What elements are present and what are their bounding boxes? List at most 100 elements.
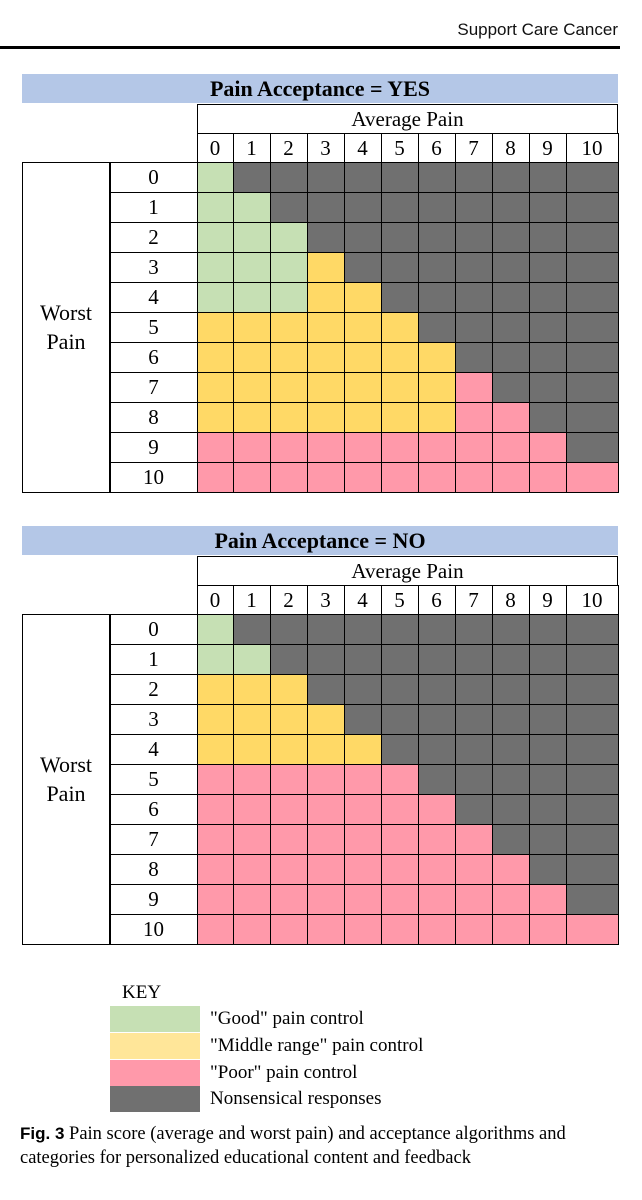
matrix-cell-poor bbox=[418, 854, 456, 885]
matrix-cell-middle bbox=[197, 372, 234, 403]
matrix-cell-nonsense bbox=[492, 342, 530, 373]
legend-label-middle: "Middle range" pain control bbox=[210, 1035, 424, 1056]
matrix-cell-middle bbox=[197, 312, 234, 343]
matrix-cell-nonsense bbox=[529, 704, 567, 735]
matrix-cell-nonsense bbox=[566, 824, 619, 855]
matrix-cell-good bbox=[270, 252, 308, 283]
column-header-7: 7 bbox=[468, 588, 479, 612]
matrix-cell-nonsense bbox=[455, 342, 493, 373]
matrix-cell-nonsense bbox=[529, 162, 567, 193]
matrix-cell-poor bbox=[455, 854, 493, 885]
matrix-cell-nonsense bbox=[344, 252, 382, 283]
matrix-cell-poor bbox=[233, 824, 271, 855]
matrix-cell-nonsense bbox=[270, 614, 308, 645]
matrix-cell-middle bbox=[197, 704, 234, 735]
matrix-cell-nonsense bbox=[307, 614, 345, 645]
matrix-cell-poor bbox=[270, 764, 308, 795]
matrix-cell-nonsense bbox=[529, 342, 567, 373]
matrix-cell-nonsense bbox=[455, 162, 493, 193]
matrix-cell-middle bbox=[307, 372, 345, 403]
worst-pain-header-cell bbox=[22, 614, 110, 945]
matrix-cell-nonsense bbox=[566, 644, 619, 675]
matrix-cell-nonsense bbox=[381, 222, 419, 253]
matrix-cell-middle bbox=[344, 734, 382, 765]
matrix-cell-poor bbox=[418, 914, 456, 945]
matrix-cell-good bbox=[197, 192, 234, 223]
matrix-cell-poor bbox=[233, 854, 271, 885]
matrix-cell-nonsense bbox=[529, 674, 567, 705]
matrix-cell-poor bbox=[455, 402, 493, 433]
matrix-cell-middle bbox=[307, 734, 345, 765]
matrix-cell-nonsense bbox=[529, 644, 567, 675]
matrix-cell-middle bbox=[197, 402, 234, 433]
matrix-cell-nonsense bbox=[418, 312, 456, 343]
row-header-0: 0 bbox=[148, 617, 159, 641]
matrix-cell-poor bbox=[418, 794, 456, 825]
matrix-cell-nonsense bbox=[344, 704, 382, 735]
matrix-cell-poor bbox=[197, 854, 234, 885]
matrix-cell-poor bbox=[455, 372, 493, 403]
matrix-cell-poor bbox=[492, 462, 530, 493]
matrix-cell-poor bbox=[270, 432, 308, 463]
matrix-cell-poor bbox=[529, 914, 567, 945]
row-header-4: 4 bbox=[148, 737, 159, 761]
matrix-cell-poor bbox=[307, 854, 345, 885]
column-header-0: 0 bbox=[209, 588, 221, 612]
matrix-cell-good bbox=[270, 282, 308, 313]
matrix-cell-middle bbox=[197, 734, 234, 765]
matrix-cell-poor bbox=[492, 914, 530, 945]
matrix-cell-poor bbox=[233, 914, 271, 945]
matrix-cell-nonsense bbox=[566, 674, 619, 705]
matrix-cell-poor bbox=[381, 824, 419, 855]
matrix-cell-middle bbox=[307, 282, 345, 313]
matrix-cell-nonsense bbox=[455, 282, 493, 313]
matrix-cell-poor bbox=[233, 462, 271, 493]
matrix-cell-middle bbox=[381, 312, 419, 343]
matrix-cell-poor bbox=[270, 884, 308, 915]
matrix-cell-poor bbox=[233, 794, 271, 825]
legend-swatch-poor bbox=[110, 1060, 200, 1086]
row-header-5: 5 bbox=[148, 315, 159, 339]
matrix-cell-nonsense bbox=[307, 674, 345, 705]
matrix-cell-poor bbox=[529, 432, 567, 463]
matrix-cell-good bbox=[233, 222, 271, 253]
worst-pain-label-line: Worst bbox=[39, 300, 92, 325]
matrix-cell-middle bbox=[197, 674, 234, 705]
matrix-cell-poor bbox=[344, 432, 382, 463]
matrix-cell-nonsense bbox=[529, 734, 567, 765]
row-header-5: 5 bbox=[148, 767, 159, 791]
matrix-cell-middle bbox=[233, 312, 271, 343]
matrix-cell-nonsense bbox=[270, 162, 308, 193]
matrix-cell-good bbox=[197, 282, 234, 313]
matrix-cell-poor bbox=[307, 884, 345, 915]
matrix-cell-poor bbox=[270, 914, 308, 945]
column-header-9: 9 bbox=[542, 136, 553, 160]
matrix-cell-poor bbox=[197, 824, 234, 855]
column-header-1: 1 bbox=[246, 136, 257, 160]
legend-title: KEY bbox=[122, 982, 162, 1003]
matrix-cell-poor bbox=[344, 914, 382, 945]
matrix-cell-good bbox=[233, 252, 271, 283]
average-pain-label: Average Pain bbox=[351, 107, 464, 131]
matrix-cell-poor bbox=[492, 854, 530, 885]
matrix-cell-nonsense bbox=[307, 644, 345, 675]
matrix-cell-nonsense bbox=[492, 734, 530, 765]
matrix-cell-nonsense bbox=[381, 282, 419, 313]
matrix-cell-poor bbox=[307, 764, 345, 795]
matrix-cell-poor bbox=[418, 884, 456, 915]
matrix-cell-poor bbox=[307, 824, 345, 855]
matrix-cell-good bbox=[233, 282, 271, 313]
row-header-1: 1 bbox=[148, 195, 159, 219]
row-header-8: 8 bbox=[148, 857, 159, 881]
matrix-cell-nonsense bbox=[381, 644, 419, 675]
matrix-cell-middle bbox=[344, 402, 382, 433]
column-header-1: 1 bbox=[246, 588, 257, 612]
matrix-cell-poor bbox=[529, 884, 567, 915]
matrix-cell-nonsense bbox=[566, 432, 619, 463]
row-header-2: 2 bbox=[148, 225, 159, 249]
matrix-cell-middle bbox=[381, 342, 419, 373]
matrix-cell-nonsense bbox=[566, 764, 619, 795]
legend-swatch-nonsense bbox=[110, 1086, 200, 1112]
column-header-6: 6 bbox=[431, 588, 442, 612]
matrix-cell-nonsense bbox=[344, 222, 382, 253]
